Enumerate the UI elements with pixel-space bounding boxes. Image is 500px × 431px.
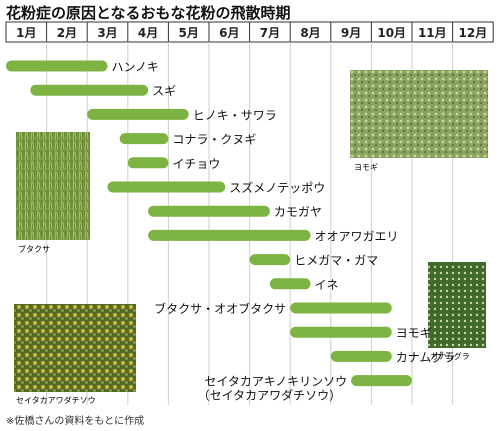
source-footnote: ※佐橋さんの資料をもとに作成 <box>6 416 145 427</box>
pollen-bar <box>269 278 311 290</box>
plant-photos: ヨモギ ブタクサ カナムグラ セイタカアワダチソウ <box>14 70 488 405</box>
pollen-label: イチョウ <box>172 157 220 171</box>
pollen-sublabel: （セイタカアワダチソウ） <box>198 388 342 403</box>
pollen-bar <box>107 181 226 193</box>
month-header: 1月 2月 3月 4月 5月 6月 7月 8月 9月 10月 11月 12月 <box>5 21 494 43</box>
pollen-bars: ハンノキスギヒノキ・サワラコナラ・クヌギイチョウスズメノテッポウカモガヤオオアワ… <box>6 60 455 403</box>
photo-butakusa: ブタクサ <box>16 132 90 254</box>
pollen-bar <box>87 108 189 120</box>
pollen-label: イネ <box>315 278 339 292</box>
pollen-label: ヒメガマ・ガマ <box>294 254 378 268</box>
pollen-bar <box>330 350 392 362</box>
pollen-label: カナムグラ <box>396 350 456 364</box>
photo-caption: セイタカアワダチソウ <box>16 395 96 405</box>
pollen-label: スギ <box>152 84 176 98</box>
month-label: 5月 <box>179 26 199 40</box>
pollen-bar <box>6 60 108 72</box>
pollen-label: ヒノキ・サワラ <box>193 108 277 122</box>
month-label: 4月 <box>138 26 158 40</box>
photo-caption: カナムグラ <box>430 351 470 361</box>
pollen-label: ハンノキ <box>112 60 159 74</box>
month-label: 3月 <box>97 26 117 40</box>
pollen-bar <box>119 133 169 145</box>
pollen-label: スズメノテッポウ <box>229 180 325 195</box>
pollen-bar <box>351 375 412 387</box>
pollen-season-chart: 1月 2月 3月 4月 5月 6月 7月 8月 9月 10月 11月 12月 ヨモギ ブタクサ カナム… <box>5 21 494 405</box>
month-label: 11月 <box>418 26 447 40</box>
pollen-label: ブタクサ・オオブタクサ <box>154 301 286 316</box>
pollen-label: セイタカアキノキリンソウ <box>204 375 347 389</box>
pollen-label: ヨモギ <box>396 326 432 340</box>
month-label: 8月 <box>300 26 320 40</box>
photo-yomogi: ヨモギ <box>350 70 488 172</box>
photo-caption: ヨモギ <box>354 163 378 172</box>
month-label: 12月 <box>459 26 488 40</box>
pollen-bar <box>290 302 392 314</box>
pollen-label: コナラ・クヌギ <box>172 133 256 147</box>
kanamugura-photo <box>428 262 486 348</box>
month-label: 1月 <box>16 26 36 40</box>
month-label: 6月 <box>219 26 239 40</box>
pollen-label: カモガヤ <box>274 205 322 219</box>
month-label: 7月 <box>260 26 280 40</box>
pollen-bar <box>148 205 270 217</box>
yomogi-photo <box>350 70 488 158</box>
month-label: 9月 <box>341 26 361 40</box>
chart-title: 花粉症の原因となるおもな花粉の飛散時期 <box>6 4 291 22</box>
seitaka-photo <box>14 304 136 392</box>
month-label: 10月 <box>377 26 406 40</box>
photo-kanamugura: カナムグラ <box>428 262 486 361</box>
photo-seitaka: セイタカアワダチソウ <box>14 304 136 405</box>
pollen-bar <box>148 229 311 241</box>
month-label: 2月 <box>57 26 77 40</box>
butakusa-photo <box>16 132 90 240</box>
pollen-bar <box>30 84 149 96</box>
pollen-label: オオアワガエリ <box>315 229 399 243</box>
pollen-bar <box>127 157 169 169</box>
photo-caption: ブタクサ <box>18 244 50 254</box>
pollen-bar <box>290 326 392 338</box>
pollen-bar <box>249 254 291 266</box>
